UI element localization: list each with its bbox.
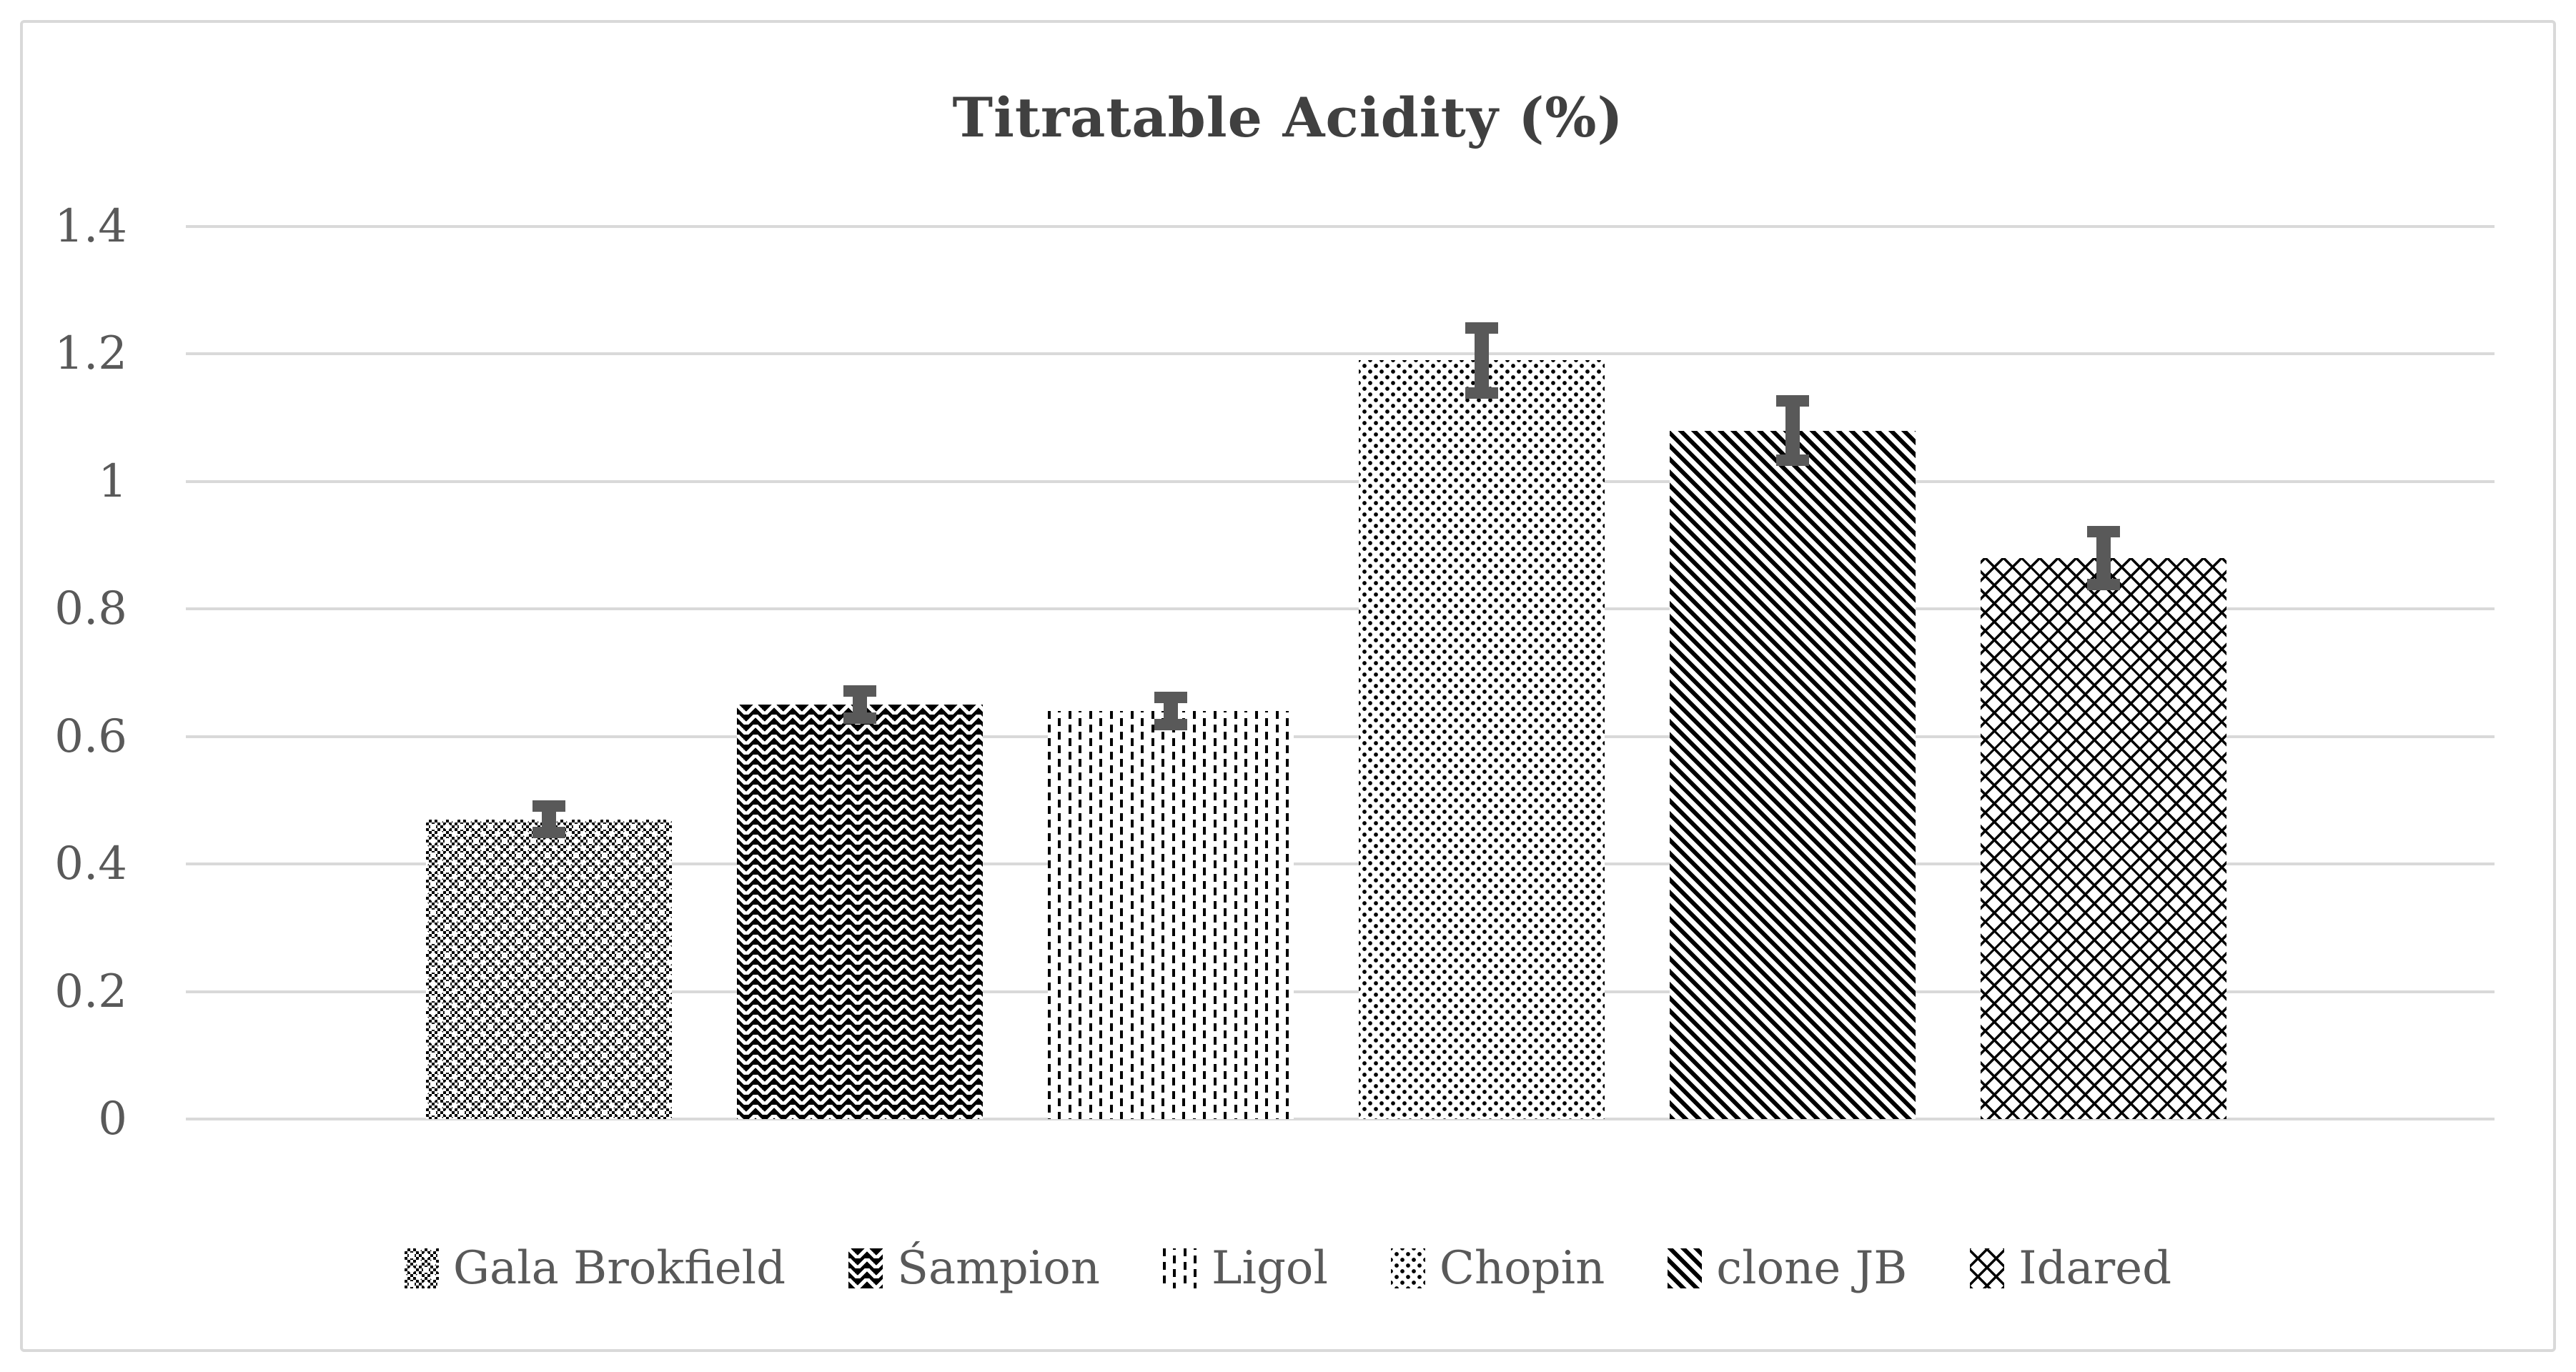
gridline [186,225,2495,228]
y-axis-tick-label: 0.8 [54,582,127,636]
error-bar-cap-bottom [1775,454,1809,466]
legend-label: Ligol [1211,1242,1328,1295]
legend-label: Gala Brokfield [452,1242,786,1295]
y-axis-tick-label: 0.4 [54,837,127,891]
bar [1980,557,2226,1119]
error-bar [1465,322,1498,399]
bar [426,819,673,1119]
gridline [186,735,2495,738]
chart-title: Titratable Acidity (%) [952,86,1624,149]
bar [1669,430,1916,1119]
legend-item: Śampion [848,1242,1100,1295]
error-bar-cap-bottom [1154,718,1187,730]
error-bar-cap-top [843,685,877,697]
legend-label: Śampion [897,1242,1100,1295]
error-bar-stem [1785,395,1800,466]
legend-label: Chopin [1439,1242,1605,1295]
error-bar [843,685,877,724]
error-bar-cap-bottom [1465,387,1498,399]
gridline [186,990,2495,993]
error-bar [1775,395,1809,466]
error-bar [1154,692,1187,730]
y-axis-tick-label: 1.4 [54,200,127,253]
error-bar-cap-top [1154,692,1187,704]
y-axis-tick-label: 0.6 [54,710,127,763]
gridline [186,863,2495,866]
legend-item: clone JB [1668,1242,1907,1295]
bar [737,705,984,1119]
error-bar-cap-bottom [2086,578,2120,590]
y-axis-tick-label: 1 [98,454,127,508]
bar [1047,711,1294,1119]
legend-item: Gala Brokfield [404,1242,786,1295]
legend-item: Ligol [1162,1242,1328,1295]
error-bar [532,800,566,839]
legend-label: Idared [2018,1242,2172,1295]
legend-item: Idared [1970,1242,2171,1295]
gridline [186,1118,2495,1120]
bar [1358,360,1605,1119]
gridline [186,479,2495,483]
error-bar-cap-top [1465,322,1498,334]
legend-swatch [1390,1248,1425,1288]
gridline [186,607,2495,611]
error-bar-cap-top [2086,526,2120,538]
legend-item: Chopin [1390,1242,1605,1295]
y-axis-tick-label: 0 [98,1093,127,1145]
error-bar-stem [1474,322,1489,399]
legend-swatch [1668,1248,1703,1288]
error-bar-cap-top [1775,395,1809,407]
legend-swatch [848,1248,883,1288]
legend: Gala Brokfield Śampion Ligol Chopin clone JB… [0,1208,2576,1329]
gridline [186,352,2495,356]
legend-swatch [1970,1248,2005,1288]
legend-swatch [1162,1248,1197,1288]
plot-area: 0 0.2 0.4 0.6 0.8 1 1.2 1.4 [54,201,2495,1145]
legend-swatch [404,1248,439,1288]
y-axis-tick-label: 1.2 [54,327,127,381]
error-bar-stem [2096,526,2111,590]
error-bar [2086,526,2120,590]
y-axis-tick-label: 0.2 [54,965,127,1018]
error-bar-cap-bottom [532,827,566,839]
error-bar-cap-top [532,800,566,812]
error-bar-cap-bottom [843,712,877,724]
legend-label: clone JB [1716,1242,1908,1295]
